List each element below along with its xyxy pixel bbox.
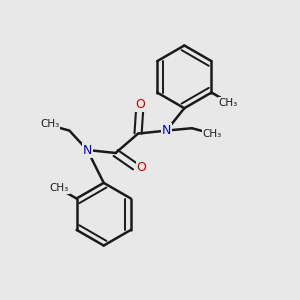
Text: N: N <box>82 143 92 157</box>
Text: O: O <box>136 98 146 111</box>
Text: O: O <box>137 160 147 173</box>
Text: CH₃: CH₃ <box>202 130 222 140</box>
Text: CH₃: CH₃ <box>40 119 60 129</box>
Text: CH₃: CH₃ <box>219 98 238 108</box>
Text: CH₃: CH₃ <box>50 183 69 193</box>
Text: N: N <box>162 124 171 137</box>
